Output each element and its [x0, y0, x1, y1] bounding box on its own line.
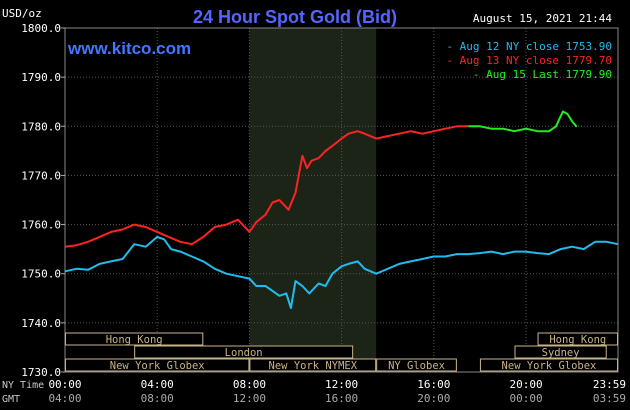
session-box [134, 345, 354, 359]
nymex-highlight-band [249, 28, 377, 372]
x-tick-label-gmt: 08:00 [141, 392, 174, 405]
x-tick-label-ny: 00:00 [48, 378, 81, 391]
chart-timestamp: August 15, 2021 21:44 [473, 12, 612, 25]
x-tick-label-gmt: 04:00 [48, 392, 81, 405]
legend-entry: - Aug 12 NY close 1753.90 [446, 40, 612, 53]
gmt-caption: GMT [2, 394, 20, 405]
session-box [65, 332, 204, 346]
series-line [468, 110, 578, 133]
x-tick-label-gmt: 12:00 [233, 392, 266, 405]
x-tick-label-gmt: 16:00 [325, 392, 358, 405]
y-tick-label: 1790.0 [21, 71, 61, 84]
session-box [514, 345, 607, 359]
y-tick-label: 1760.0 [21, 219, 61, 232]
y-tick-label: 1780.0 [21, 120, 61, 133]
legend-entry: - Aug 15 Last 1779.90 [473, 68, 612, 81]
chart-title: 24 Hour Spot Gold (Bid) [193, 7, 397, 27]
site-watermark: www.kitco.com [67, 39, 191, 58]
legend-entry: - Aug 13 NY close 1779.70 [446, 54, 612, 67]
x-tick-label-ny: 04:00 [141, 378, 174, 391]
x-axis: NY TimeGMT00:0004:0004:0008:0008:0012:00… [2, 378, 626, 405]
x-tick-label-ny: 20:00 [509, 378, 542, 391]
session-label: NY Globex [388, 360, 445, 372]
x-tick-label-ny: 08:00 [233, 378, 266, 391]
ny-time-caption: NY Time [2, 380, 44, 391]
session-label: New York Globex [502, 360, 597, 372]
y-tick-label: 1750.0 [21, 268, 61, 281]
session-label: New York NYMEX [269, 360, 358, 372]
session-label: Hong Kong [106, 334, 163, 346]
session-box [479, 358, 618, 372]
y-tick-label: 1730.0 [21, 366, 61, 379]
y-axis: 1730.0 1740.0 1750.0 1760.0 1770.0 1780.0 1790… [21, 22, 65, 379]
session-label: Sydney [542, 347, 580, 359]
series-line [64, 235, 619, 310]
y-tick-label: 1740.0 [21, 317, 61, 330]
x-tick-label-gmt: 20:00 [417, 392, 450, 405]
x-tick-label-ny: 16:00 [417, 378, 450, 391]
legend: - Aug 12 NY close 1753.90- Aug 13 NY clo… [446, 40, 612, 81]
plot-frame [64, 27, 619, 373]
x-tick-label-ny: 12:00 [325, 378, 358, 391]
plot-area [64, 27, 619, 373]
session-label: New York Globex [110, 360, 205, 372]
y-tick-label: 1770.0 [21, 169, 61, 182]
x-tick-label-ny: 23:59 [593, 378, 626, 391]
unit-label: USD/oz [2, 7, 42, 20]
x-tick-label-gmt: 03:59 [593, 392, 626, 405]
series-line [64, 125, 469, 248]
session-label: London [225, 347, 263, 359]
y-tick-label: 1800.0 [21, 22, 61, 35]
session-box [65, 358, 250, 372]
session-label: Hong Kong [549, 334, 606, 346]
session-box [537, 332, 619, 346]
session-box [376, 358, 457, 372]
x-tick-label-gmt: 00:00 [509, 392, 542, 405]
price-series [64, 110, 619, 310]
session-box [249, 358, 377, 372]
market-sessions: Hong Kong London New York Globex New York N… [65, 332, 619, 372]
